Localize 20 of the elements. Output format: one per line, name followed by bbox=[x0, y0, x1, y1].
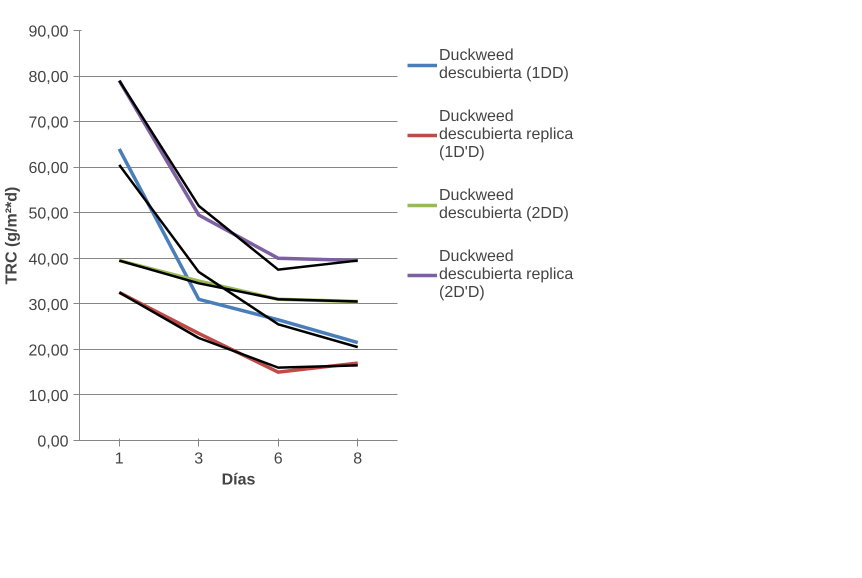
y-tick-label: 80,00 bbox=[28, 69, 69, 86]
legend-label: Duckweed descubierta replica (1D'D) bbox=[439, 108, 574, 162]
legend-label: Duckweed descubierta (1DD) bbox=[439, 46, 569, 84]
y-axis-title: TRC (g/m²*d) bbox=[3, 186, 20, 284]
y-tick-label: 20,00 bbox=[28, 342, 69, 360]
y-tick-label: 10,00 bbox=[28, 388, 69, 405]
x-tick-label: 3 bbox=[194, 450, 204, 468]
legend-label: Duckweed descubierta (2DD) bbox=[439, 186, 569, 224]
legend-label: Duckweed descubierta replica (2D'D) bbox=[439, 248, 574, 302]
x-tick-label: 1 bbox=[114, 450, 124, 468]
y-tick-label: 90,00 bbox=[28, 24, 69, 40]
y-tick-label: 60,00 bbox=[28, 160, 69, 178]
x-tick-label: 8 bbox=[353, 450, 362, 468]
x-axis-title: Días bbox=[222, 472, 256, 488]
y-tick-label: 30,00 bbox=[28, 296, 69, 314]
y-tick-label: 40,00 bbox=[28, 251, 69, 268]
y-tick-label: 70,00 bbox=[28, 114, 69, 132]
y-tick-label: 0,00 bbox=[37, 434, 69, 450]
x-tick-label: 6 bbox=[274, 450, 283, 468]
y-tick-label: 50,00 bbox=[28, 206, 69, 223]
